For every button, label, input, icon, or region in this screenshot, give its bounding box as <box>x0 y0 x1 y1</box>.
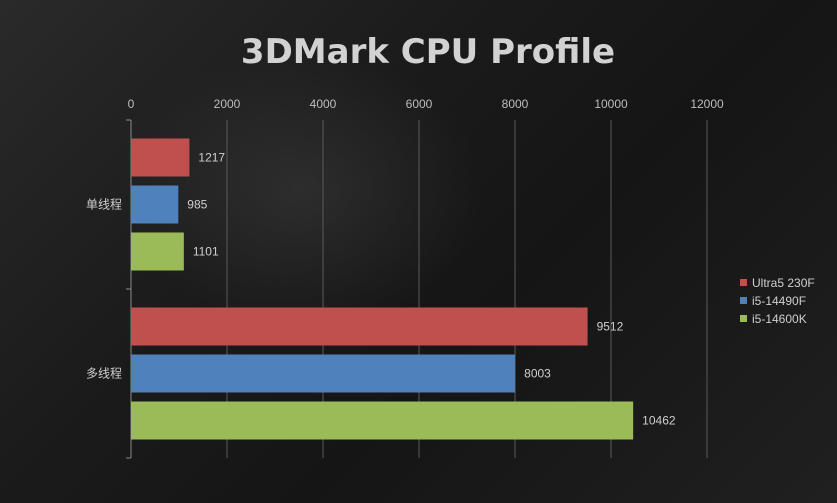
x-tick-label: 12000 <box>690 97 724 111</box>
x-axis-ticks: 0 2000 4000 6000 8000 10000 12000 <box>128 97 724 111</box>
data-label: 9512 <box>597 320 624 334</box>
bar <box>131 307 588 346</box>
x-tick-label: 6000 <box>406 97 433 111</box>
data-label: 8003 <box>524 367 551 381</box>
bar <box>131 138 190 177</box>
category-axis <box>126 119 132 459</box>
legend-label: i5-14490F <box>752 294 806 308</box>
bars: 1217 985 1101 9512 8003 10462 <box>131 138 676 440</box>
legend: Ultra5 230F i5-14490F i5-14600K <box>740 276 815 326</box>
legend-swatch <box>740 315 747 322</box>
legend-label: i5-14600K <box>752 312 807 326</box>
category-label: 多线程 <box>86 366 122 381</box>
legend-swatch <box>740 279 747 286</box>
data-label: 985 <box>187 198 207 212</box>
x-tick-label: 2000 <box>214 97 241 111</box>
chart-title: 3DMark CPU Profile <box>241 32 615 72</box>
x-tick-label: 10000 <box>594 97 628 111</box>
legend-label: Ultra5 230F <box>752 276 815 290</box>
data-label: 10462 <box>642 414 676 428</box>
bar <box>131 185 179 224</box>
data-label: 1217 <box>198 151 225 165</box>
x-tick-label: 4000 <box>310 97 337 111</box>
bar <box>131 354 516 393</box>
x-tick-label: 0 <box>128 97 135 111</box>
x-tick-label: 8000 <box>502 97 529 111</box>
bar <box>131 232 184 271</box>
bar <box>131 401 634 440</box>
legend-swatch <box>740 297 747 304</box>
data-label: 1101 <box>193 245 219 259</box>
category-label: 单线程 <box>86 197 122 212</box>
